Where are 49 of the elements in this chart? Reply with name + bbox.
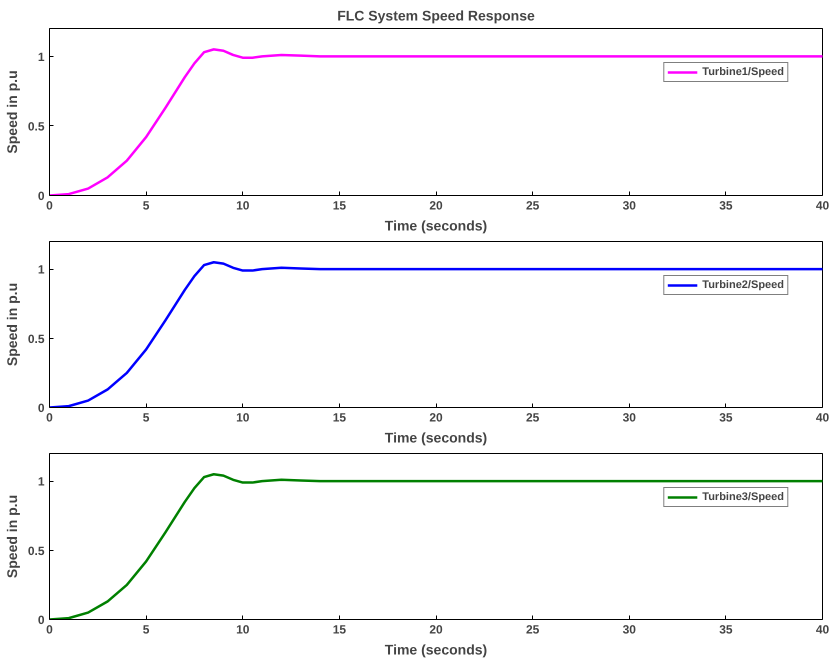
x-tick-label: 15 <box>332 622 346 636</box>
legend-label: Turbine3/Speed <box>702 491 784 503</box>
x-tick-label: 10 <box>236 622 250 636</box>
line-series <box>50 261 822 408</box>
line-series <box>50 473 822 620</box>
x-tick-label: 5 <box>142 198 150 212</box>
y-tick-label: 0.5 <box>28 332 45 346</box>
x-tick-label: 35 <box>719 198 733 212</box>
y-axis-title: Speed in p.u <box>4 494 20 578</box>
x-tick-label: 25 <box>526 622 540 636</box>
x-tick-label: 0 <box>46 198 54 212</box>
y-tick-label: 1 <box>38 474 45 489</box>
x-tick-label: 20 <box>429 410 443 424</box>
x-tick-label: 40 <box>816 410 830 424</box>
x-tick-label: 30 <box>622 410 636 424</box>
x-tick-label: 35 <box>719 622 733 636</box>
y-axis-title: Speed in p.u <box>4 70 20 154</box>
x-tick-label: 0 <box>46 410 54 424</box>
x-tick-label: 15 <box>332 410 346 424</box>
x-axis-title: Time (seconds) <box>384 642 488 658</box>
y-tick-label: 1 <box>38 262 45 277</box>
x-tick-label: 35 <box>719 410 733 424</box>
x-axis-title: Time (seconds) <box>384 430 488 446</box>
x-tick-label: 30 <box>622 198 636 212</box>
y-tick-label: 0.5 <box>28 119 45 134</box>
x-axis-title: Time (seconds) <box>384 218 488 234</box>
x-tick-label: 25 <box>526 410 540 424</box>
legend-label: Turbine1/Speed <box>702 66 784 78</box>
x-tick-label: 5 <box>142 410 150 424</box>
legend-label: Turbine2/Speed <box>702 279 784 291</box>
y-tick-label: 0.5 <box>28 544 45 558</box>
x-tick-label: 15 <box>332 198 346 212</box>
y-tick-label: 1 <box>38 50 45 64</box>
y-tick-label: 0 <box>38 401 45 415</box>
y-axis-title: Speed in p.u <box>4 282 20 366</box>
x-tick-label: 30 <box>622 622 636 636</box>
x-tick-label: 20 <box>429 622 443 636</box>
x-tick-label: 40 <box>816 622 830 636</box>
y-tick-label: 0 <box>38 189 45 203</box>
x-tick-label: 10 <box>236 198 250 212</box>
x-tick-label: 0 <box>46 622 54 636</box>
y-tick-label: 0 <box>38 613 45 627</box>
x-tick-label: 25 <box>526 198 540 212</box>
x-tick-label: 20 <box>429 198 443 212</box>
line-series <box>50 48 822 196</box>
chart-title: FLC System Speed Response <box>337 8 536 24</box>
x-tick-label: 40 <box>816 198 830 212</box>
x-tick-label: 10 <box>236 410 250 424</box>
x-tick-label: 5 <box>142 622 150 636</box>
